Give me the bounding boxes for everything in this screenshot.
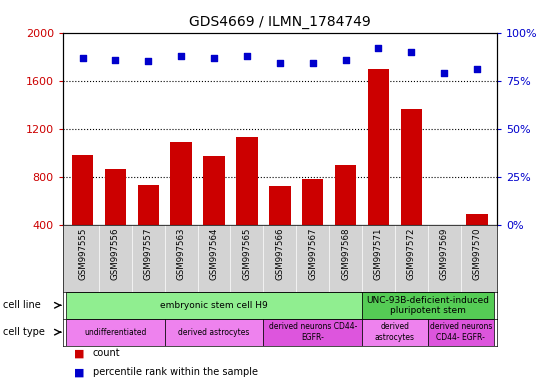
- Text: cell type: cell type: [3, 327, 45, 337]
- Text: ■: ■: [74, 367, 84, 377]
- Point: [210, 55, 218, 61]
- Point: [242, 53, 251, 59]
- Point: [407, 49, 416, 55]
- Bar: [362, 319, 428, 346]
- Bar: [428, 319, 494, 346]
- Text: GSM997557: GSM997557: [144, 228, 153, 280]
- Point: [111, 56, 120, 63]
- Text: GSM997565: GSM997565: [242, 228, 252, 280]
- Text: GSM997572: GSM997572: [407, 228, 416, 280]
- Title: GDS4669 / ILMN_1784749: GDS4669 / ILMN_1784749: [189, 15, 371, 29]
- Point: [308, 60, 317, 66]
- Bar: [138, 185, 159, 225]
- Text: derived neurons CD44-
EGFR-: derived neurons CD44- EGFR-: [269, 323, 357, 342]
- Text: GSM997569: GSM997569: [440, 228, 449, 280]
- Text: GSM997566: GSM997566: [275, 228, 284, 280]
- Text: undifferentiated: undifferentiated: [84, 328, 146, 337]
- Text: GSM997570: GSM997570: [473, 228, 482, 280]
- Bar: [66, 319, 165, 346]
- Bar: [368, 69, 389, 225]
- Bar: [434, 225, 455, 227]
- Text: cell line: cell line: [3, 300, 40, 310]
- Bar: [170, 142, 192, 225]
- Point: [177, 53, 186, 59]
- Text: GSM997563: GSM997563: [177, 228, 186, 280]
- Text: ■: ■: [74, 348, 84, 358]
- Text: embryonic stem cell H9: embryonic stem cell H9: [160, 301, 268, 310]
- Text: GSM997568: GSM997568: [341, 228, 350, 280]
- Text: derived astrocytes: derived astrocytes: [179, 328, 250, 337]
- Text: GSM997567: GSM997567: [308, 228, 317, 280]
- Bar: [236, 137, 258, 225]
- Bar: [165, 319, 263, 346]
- Bar: [203, 156, 225, 225]
- Text: derived
astrocytes: derived astrocytes: [375, 323, 415, 342]
- Text: UNC-93B-deficient-induced
pluripotent stem: UNC-93B-deficient-induced pluripotent st…: [366, 296, 489, 315]
- Bar: [302, 179, 323, 225]
- Bar: [269, 186, 290, 225]
- Bar: [105, 169, 126, 225]
- Bar: [466, 214, 488, 225]
- Point: [374, 45, 383, 51]
- Text: GSM997556: GSM997556: [111, 228, 120, 280]
- Bar: [263, 319, 362, 346]
- Bar: [335, 165, 357, 225]
- Point: [341, 56, 350, 63]
- Point: [78, 55, 87, 61]
- Text: count: count: [93, 348, 121, 358]
- Point: [473, 66, 482, 72]
- Text: derived neurons
CD44- EGFR-: derived neurons CD44- EGFR-: [430, 323, 492, 342]
- Bar: [362, 292, 494, 319]
- Text: GSM997555: GSM997555: [78, 228, 87, 280]
- Bar: [401, 109, 422, 225]
- Point: [144, 58, 153, 65]
- Point: [440, 70, 449, 76]
- Text: percentile rank within the sample: percentile rank within the sample: [93, 367, 258, 377]
- Bar: [66, 292, 362, 319]
- Bar: [72, 155, 93, 225]
- Text: GSM997564: GSM997564: [210, 228, 218, 280]
- Text: GSM997571: GSM997571: [374, 228, 383, 280]
- Point: [276, 60, 284, 66]
